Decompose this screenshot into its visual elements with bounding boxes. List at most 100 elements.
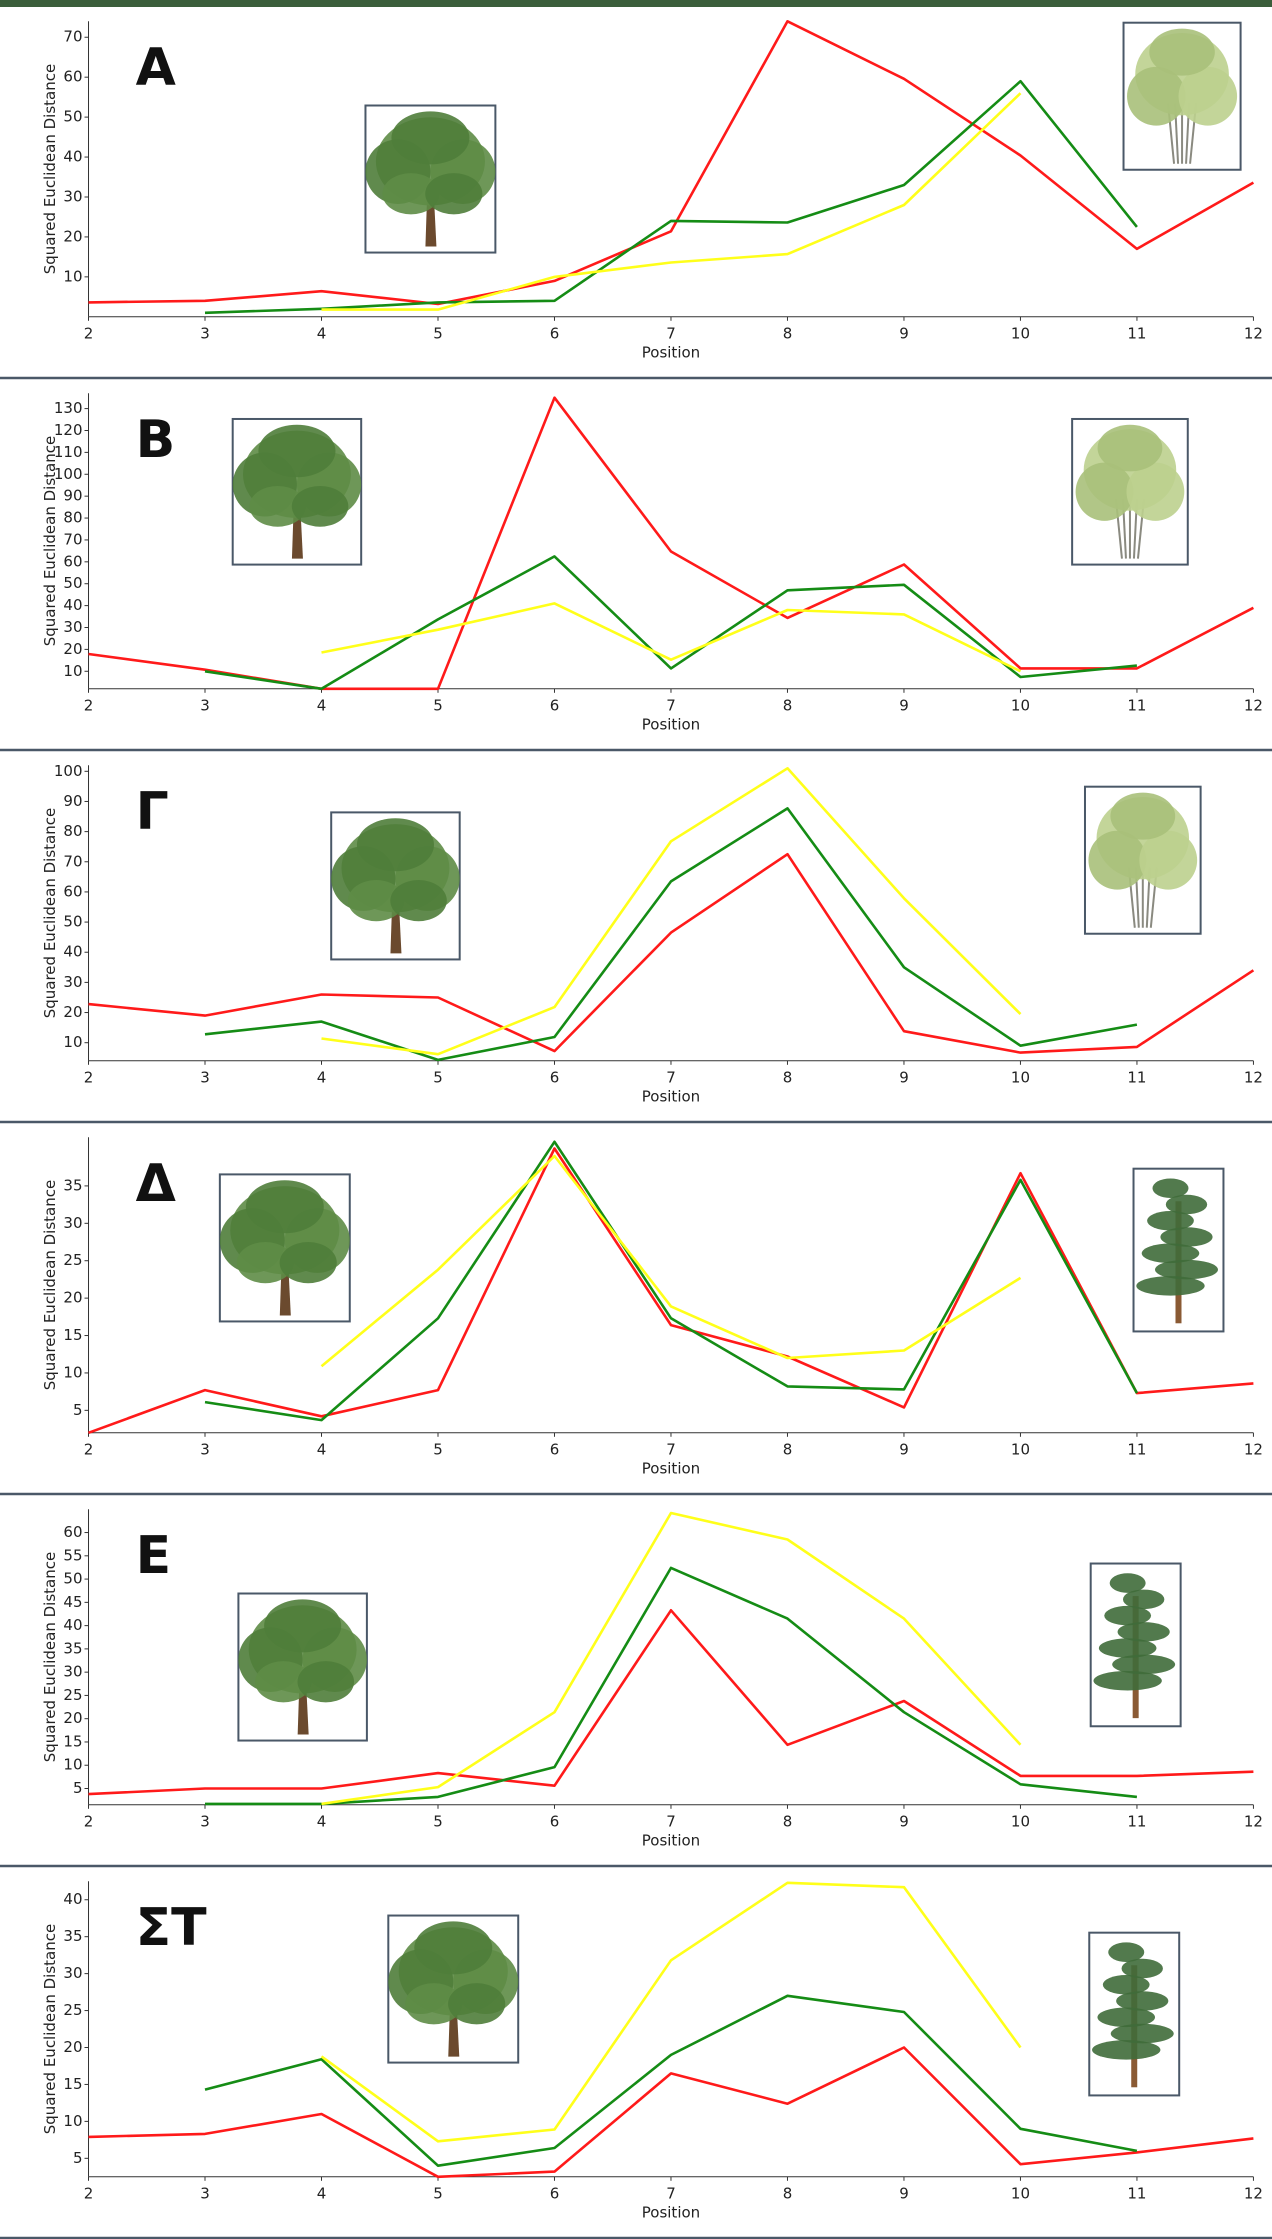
tree-leaves: [1075, 462, 1134, 521]
data-line: [204, 807, 1138, 1062]
panel: 10 20 30 40 50 60 70 2 3 4 5 6 7 8 9 10 11 12 Position Squa…: [0, 20, 1272, 380]
x-tick-label: 12: [1244, 696, 1263, 714]
y-tick-label: 90: [63, 487, 82, 505]
y-tick-label: 15: [63, 2075, 82, 2093]
chart-title: Α: [136, 38, 176, 98]
tree-leaves: [347, 880, 405, 922]
tree-image: [1071, 417, 1189, 566]
y-tick-label: 60: [63, 552, 82, 570]
x-tick-label: 7: [666, 2184, 676, 2202]
y-tick-label: 10: [63, 1756, 82, 1774]
x-tick-label: 2: [84, 1812, 94, 1830]
panel: 10 20 30 40 50 60 70 80 90 100 2 3 4 5 6 7 8 9 10 11 12 Posit…: [0, 762, 1272, 1124]
tree-image: [330, 811, 461, 961]
tree-leaves: [1098, 1638, 1157, 1658]
tree-leaves: [1127, 66, 1186, 126]
data-line: [320, 1154, 1022, 1368]
tree-leaves: [1109, 1573, 1146, 1593]
y-axis-label: Squared Euclidean Distance: [41, 1552, 59, 1762]
x-tick-label: 2: [84, 1068, 94, 1086]
data-line: [204, 555, 1138, 691]
tree-leaves: [1126, 462, 1185, 521]
tree-image: [1083, 785, 1202, 935]
y-axis-label: Squared Euclidean Distance: [41, 1180, 59, 1390]
chart-title: Γ: [136, 782, 169, 842]
y-tick-label: 60: [63, 1523, 82, 1541]
tree-image: [231, 417, 363, 566]
y-tick-label: 100: [54, 465, 83, 483]
tree-leaves: [405, 1983, 463, 2025]
chart-title: ΣΤ: [136, 1898, 208, 1958]
y-tick-label: 15: [63, 1732, 82, 1750]
y-tick-label: 50: [63, 913, 82, 931]
y-tick-label: 50: [63, 1570, 82, 1588]
data-line: [321, 1511, 1022, 1806]
x-axis-label: Position: [642, 2203, 700, 2221]
x-tick-label: 11: [1127, 324, 1146, 342]
x-tick-label: 9: [899, 324, 909, 342]
x-tick-label: 3: [200, 1812, 210, 1830]
data-line: [321, 92, 1022, 311]
data-line: [205, 1566, 1138, 1806]
y-tick-label: 25: [63, 2001, 82, 2019]
x-tick-label: 5: [433, 696, 443, 714]
tree-leaves: [258, 424, 336, 478]
y-tick-label: 40: [63, 943, 82, 961]
y-tick-label: 25: [63, 1251, 82, 1269]
tree-leaves: [1097, 424, 1163, 472]
y-tick-label: 90: [63, 792, 82, 810]
y-tick-label: 35: [63, 1927, 82, 1945]
x-tick-label: 10: [1011, 324, 1030, 342]
y-axis-label: Squared Euclidean Distance: [41, 436, 59, 646]
tree-image: [1132, 1167, 1225, 1333]
y-tick-label: 10: [63, 2112, 82, 2130]
y-tick-label: 110: [54, 443, 83, 461]
y-tick-label: 10: [63, 1033, 82, 1051]
tree-leaves: [1122, 1589, 1165, 1610]
tree-leaves: [236, 1242, 294, 1284]
x-tick-label: 10: [1011, 2184, 1030, 2202]
tree-leaves: [1102, 1974, 1150, 1995]
x-tick-label: 4: [317, 1068, 327, 1086]
y-tick-label: 35: [63, 1639, 82, 1657]
x-tick-label: 5: [433, 1440, 443, 1458]
tree-leaves: [1117, 1622, 1170, 1642]
panel: 5 10 15 20 25 30 35 2 3 4 5 6 7 8 9 10 11 12 Position Squar…: [0, 1137, 1272, 1496]
tree-leaves: [1147, 1210, 1194, 1231]
data-line: [204, 79, 1138, 315]
x-tick-label: 7: [666, 1812, 676, 1830]
x-axis-label: Position: [642, 1087, 700, 1105]
x-tick-label: 4: [317, 2184, 327, 2202]
panel: 5 10 15 20 25 30 35 40 2 3 4 5 6 7 8 9 10 11 12 Position Squ…: [0, 1881, 1272, 2239]
y-tick-label: 20: [63, 2038, 82, 2056]
y-tick-label: 10: [63, 267, 82, 285]
x-tick-label: 11: [1127, 1068, 1146, 1086]
tree-leaves: [255, 1661, 312, 1703]
x-tick-label: 11: [1127, 2184, 1146, 2202]
tree-image: [218, 1173, 351, 1323]
data-line: [88, 852, 1255, 1054]
x-tick-label: 3: [200, 2184, 210, 2202]
x-tick-label: 3: [200, 1440, 210, 1458]
y-tick-label: 70: [63, 28, 82, 46]
tree-image: [1088, 1931, 1181, 2097]
top-bar: [0, 0, 1272, 7]
y-tick-label: 70: [63, 852, 82, 870]
data-line: [88, 1609, 1254, 1796]
y-tick-label: 80: [63, 822, 82, 840]
tree-image: [1122, 21, 1242, 171]
tree-leaves: [1116, 1991, 1169, 2011]
tree-leaves: [356, 818, 434, 872]
y-tick-label: 50: [63, 574, 82, 592]
x-tick-label: 7: [666, 324, 676, 342]
tree-leaves: [1136, 1276, 1205, 1296]
x-tick-label: 12: [1244, 1440, 1263, 1458]
x-axis-label: Position: [642, 1831, 700, 1849]
y-tick-label: 20: [63, 640, 82, 658]
x-tick-label: 6: [550, 2184, 560, 2202]
x-tick-label: 4: [317, 1812, 327, 1830]
tree-leaves: [1112, 1654, 1176, 1675]
tree-leaves: [390, 880, 447, 922]
